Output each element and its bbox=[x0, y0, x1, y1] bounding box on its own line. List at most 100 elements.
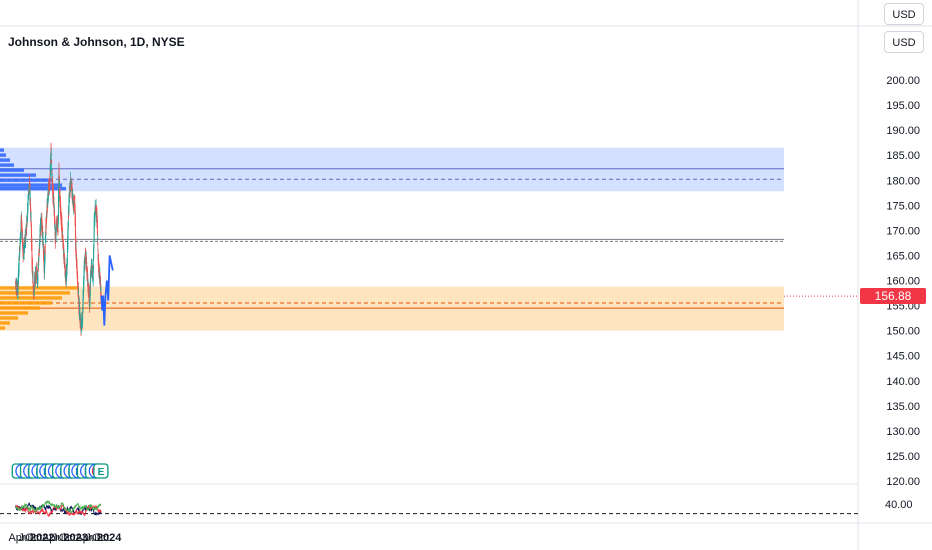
candle bbox=[48, 190, 50, 193]
time-tick-label: Apr bbox=[42, 532, 59, 544]
candle bbox=[25, 236, 27, 242]
volume-profile-bar bbox=[0, 326, 5, 330]
oscillator-tick-label: 40.00 bbox=[885, 499, 913, 511]
candle bbox=[54, 226, 56, 230]
volume-profile-bar bbox=[0, 158, 10, 162]
candle bbox=[97, 237, 99, 239]
candle bbox=[79, 312, 81, 314]
candle bbox=[50, 154, 52, 155]
candle bbox=[31, 244, 33, 252]
candle bbox=[44, 247, 46, 249]
lower-zone bbox=[0, 286, 784, 331]
candle bbox=[45, 234, 47, 243]
time-tick-label: Apr bbox=[8, 532, 25, 544]
volume-profile-bar bbox=[0, 168, 24, 172]
time-tick-label: Oct bbox=[59, 532, 76, 544]
currency-button-secondary[interactable]: USD bbox=[884, 31, 924, 53]
candle bbox=[66, 259, 68, 262]
price-tick-label: 200.00 bbox=[886, 75, 920, 87]
candle bbox=[93, 220, 95, 233]
candle bbox=[55, 225, 57, 232]
candle bbox=[100, 293, 102, 297]
candle bbox=[46, 203, 48, 208]
price-tick-label: 175.00 bbox=[886, 200, 920, 212]
forecast-line bbox=[100, 255, 114, 326]
price-tick-label: 130.00 bbox=[886, 426, 920, 438]
price-tick-label: 125.00 bbox=[886, 451, 920, 463]
candle bbox=[26, 213, 29, 218]
candle bbox=[67, 220, 69, 227]
earnings-marker bbox=[93, 463, 109, 479]
candle bbox=[49, 159, 52, 172]
candle bbox=[88, 291, 90, 302]
time-tick-label: Apr bbox=[75, 532, 92, 544]
upper-zone bbox=[0, 147, 784, 192]
candle bbox=[68, 192, 71, 197]
price-tick-label: 150.00 bbox=[886, 326, 920, 338]
volume-profile-bar bbox=[0, 301, 52, 305]
oscillator-pane: 40.00 bbox=[0, 499, 913, 518]
candle bbox=[53, 211, 56, 220]
candle bbox=[93, 250, 95, 261]
candle bbox=[62, 240, 64, 242]
candle bbox=[57, 202, 60, 217]
time-tick-label: Oct bbox=[92, 532, 109, 544]
volume-profile-bar bbox=[0, 173, 36, 177]
candle bbox=[30, 212, 32, 217]
candle bbox=[41, 221, 43, 225]
volume-profile-bar bbox=[0, 306, 40, 310]
volume-profile-bar bbox=[0, 186, 66, 191]
price-tick-label: 185.00 bbox=[886, 150, 920, 162]
candle bbox=[55, 232, 57, 235]
candle bbox=[90, 274, 92, 276]
price-axis[interactable]: 200.00 195.00 190.00 185.00 180.00 175.00 170.… bbox=[886, 75, 920, 488]
candle bbox=[93, 246, 95, 249]
candle bbox=[67, 240, 69, 249]
candle bbox=[19, 251, 21, 258]
volume-profile-bar bbox=[0, 291, 70, 295]
candle bbox=[57, 230, 59, 232]
price-tick-label: 180.00 bbox=[886, 175, 920, 187]
candle bbox=[68, 198, 70, 203]
candle bbox=[32, 281, 34, 284]
candle bbox=[49, 181, 51, 185]
candle bbox=[75, 234, 77, 240]
candle bbox=[100, 289, 102, 291]
volume-profile-bar bbox=[0, 178, 52, 182]
oscillator-series bbox=[15, 500, 102, 514]
chart-title: Johnson & Johnson, 1D, NYSE bbox=[8, 35, 185, 49]
candle bbox=[74, 209, 76, 214]
currency-button[interactable]: USD bbox=[884, 3, 924, 25]
volume-profile-bar bbox=[0, 148, 4, 152]
candle bbox=[51, 160, 53, 163]
price-tick-label: 190.00 bbox=[886, 125, 920, 137]
candle bbox=[82, 299, 84, 306]
candle bbox=[74, 217, 76, 228]
time-tick-label: Jul bbox=[18, 532, 32, 544]
volume-profile bbox=[0, 148, 78, 330]
candle bbox=[22, 240, 24, 247]
time-tick-label: 2022 bbox=[30, 532, 54, 544]
time-tick-label: Jul bbox=[52, 532, 66, 544]
candle bbox=[30, 227, 33, 241]
time-tick-label: 2023 bbox=[63, 532, 87, 544]
candle bbox=[55, 229, 57, 231]
price-tick-label: 140.00 bbox=[886, 376, 920, 388]
volume-profile-bar bbox=[0, 163, 14, 167]
event-markers[interactable]: EDEDEDEDEDEDEDEDEDEDE bbox=[11, 463, 109, 479]
candles bbox=[14, 142, 102, 336]
candle bbox=[76, 278, 79, 283]
candle bbox=[74, 196, 76, 198]
candle bbox=[77, 291, 79, 294]
price-tick-label: 120.00 bbox=[886, 476, 920, 488]
candle bbox=[97, 254, 99, 256]
candle bbox=[32, 289, 35, 295]
candle bbox=[18, 257, 20, 263]
candle bbox=[44, 249, 46, 259]
candle bbox=[40, 224, 42, 227]
time-tick-label: Oct bbox=[25, 532, 42, 544]
candle bbox=[53, 196, 55, 200]
candle bbox=[97, 244, 99, 246]
